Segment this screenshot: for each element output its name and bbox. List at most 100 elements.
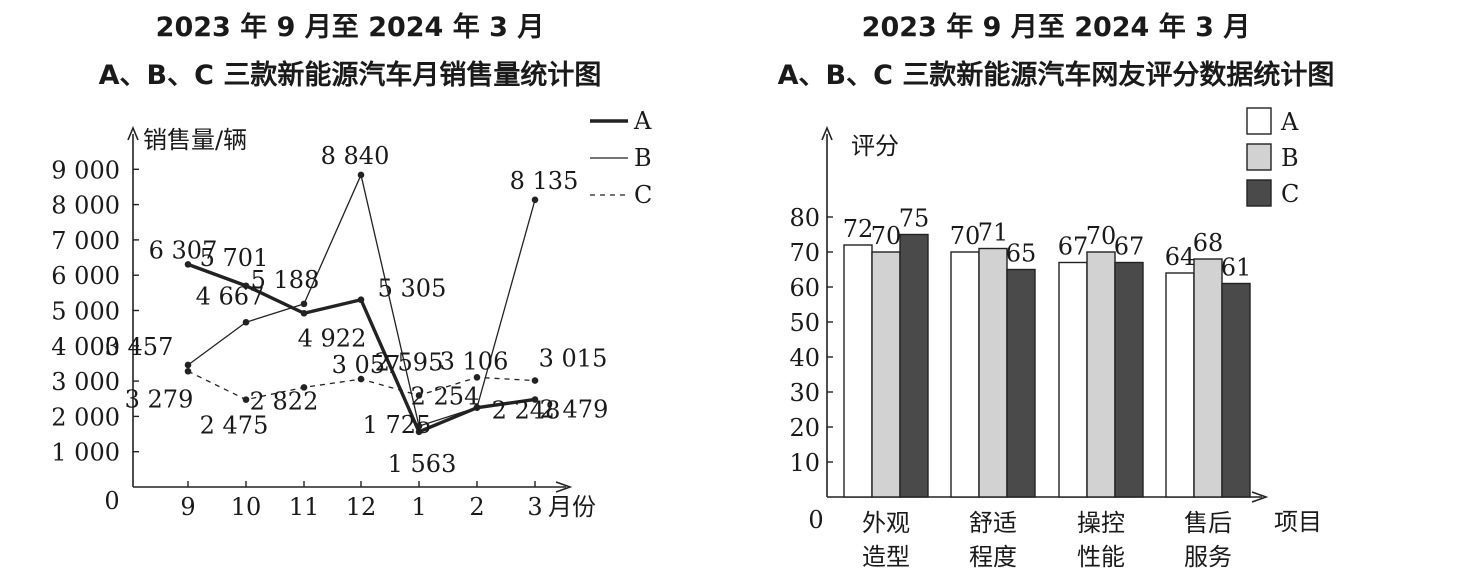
series-B-point <box>473 404 481 411</box>
x-tick-label: 2 <box>469 493 484 521</box>
y-axis-title: 销售量/辆 <box>143 126 247 154</box>
x-category-label-line2: 性能 <box>1077 543 1125 571</box>
y-tick-label: 60 <box>789 274 820 302</box>
x-category-label-line1: 售后 <box>1184 509 1232 537</box>
bar-A-value-label: 67 <box>1058 233 1089 261</box>
series-C-data-label: 2 822 <box>250 387 319 415</box>
y-tick-label: 4 000 <box>51 333 120 361</box>
x-tick-label: 11 <box>289 493 320 521</box>
series-C-point <box>184 367 192 375</box>
series-C-point <box>473 374 481 381</box>
bar-B-value-label: 70 <box>871 222 902 250</box>
y-tick-label: 40 <box>789 344 820 372</box>
bar-B-value-label: 68 <box>1193 229 1224 257</box>
x-tick-label: 1 <box>411 493 426 521</box>
series-A-data-label: 2 248 <box>492 397 561 425</box>
bar-C <box>1006 268 1036 498</box>
series-B-point <box>300 300 308 308</box>
bar-B <box>1193 258 1223 498</box>
bar-C-value-label: 75 <box>899 205 930 233</box>
x-tick-label: 10 <box>231 493 262 521</box>
bar-C <box>1221 282 1251 498</box>
bar-chart-title-line1: 2023 年 9 月至 2024 年 3 月 <box>861 12 1251 43</box>
bar-A <box>1165 272 1195 498</box>
bar-chart-title-line2: A、B、C 三款新能源汽车网友评分数据统计图 <box>777 60 1335 91</box>
line-chart-title-line2: A、B、C 三款新能源汽车月销售量统计图 <box>98 60 602 91</box>
y-tick-label: 6 000 <box>51 262 120 290</box>
series-A-data-label: 6 307 <box>149 236 218 264</box>
legend-swatch-A <box>1246 107 1272 135</box>
bar-B <box>1086 251 1116 498</box>
x-axis-arrow <box>1251 491 1269 503</box>
bar-B-value-label: 70 <box>1086 222 1117 250</box>
y-axis-arrow <box>127 125 139 141</box>
x-category-label-line1: 外观 <box>862 509 910 537</box>
legend-label-B: B <box>1281 144 1299 172</box>
bar-A-value-label: 64 <box>1165 243 1196 271</box>
bar-A <box>1058 261 1088 498</box>
bar-A <box>843 244 873 498</box>
bar-C-value-label: 67 <box>1114 233 1145 261</box>
series-C-point <box>415 392 423 399</box>
bar-A-value-label: 70 <box>950 222 981 250</box>
y-tick-label: 30 <box>789 379 820 407</box>
series-C-data-label: 2 595 <box>375 348 444 376</box>
x-axis-arrow <box>555 481 573 493</box>
series-B-point <box>415 422 423 430</box>
line-chart-title-line1: 2023 年 9 月至 2024 年 3 月 <box>155 12 545 43</box>
x-tick-label: 12 <box>346 493 377 521</box>
series-C-data-label: 2 475 <box>200 412 269 440</box>
y-tick-label: 70 <box>789 239 820 267</box>
x-tick-label: 3 <box>527 493 542 521</box>
origin-label: 0 <box>808 506 823 534</box>
x-axis-title: 月份 <box>548 493 596 521</box>
x-category-label-line2: 造型 <box>862 543 910 571</box>
y-axis-title: 评分 <box>851 132 899 160</box>
series-A-point <box>415 428 423 436</box>
x-category-label-line1: 舒适 <box>969 509 1017 537</box>
series-B-data-label: 3 457 <box>105 333 174 361</box>
bar-B <box>871 251 901 498</box>
series-C-data-label: 3 015 <box>539 345 608 373</box>
y-tick-label: 10 <box>789 449 820 477</box>
origin-label: 0 <box>104 487 119 515</box>
legend-swatch-C <box>1246 179 1272 207</box>
y-tick-label: 50 <box>789 309 820 337</box>
y-tick-label: 1 000 <box>51 439 120 467</box>
series-C-data-label: 3 106 <box>440 347 509 375</box>
series-A-point <box>184 261 192 268</box>
y-tick-label: 9 000 <box>51 156 120 184</box>
series-A-point <box>531 396 539 403</box>
legend-label-A: A <box>633 107 652 135</box>
series-C-point <box>357 375 365 383</box>
series-B-point <box>531 196 539 204</box>
series-B-data-label: 5 188 <box>251 266 320 294</box>
series-A-data-label: 4 922 <box>298 324 367 352</box>
series-B-point <box>242 318 250 326</box>
legend-label-C: C <box>634 181 652 209</box>
series-B-data-label: 8 840 <box>321 142 390 170</box>
bar-chart: 评分项目01020304050607080外观造型727075舒适程度70716… <box>789 107 1322 571</box>
series-A-data-label: 5 305 <box>378 275 447 303</box>
y-tick-label: 3 000 <box>51 368 120 396</box>
bar-B <box>978 247 1008 498</box>
series-B-point <box>184 361 192 369</box>
bar-A-value-label: 72 <box>843 215 874 243</box>
y-tick-label: 8 000 <box>51 192 120 220</box>
legend-label-A: A <box>1280 108 1299 136</box>
y-tick-label: 20 <box>789 414 820 442</box>
series-A-point <box>357 296 365 304</box>
series-C-point <box>242 396 250 403</box>
series-C-data-label: 3 279 <box>125 385 194 413</box>
bar-B-value-label: 71 <box>978 219 1009 247</box>
legend-swatch-B <box>1246 143 1272 171</box>
y-tick-label: 7 000 <box>51 227 120 255</box>
x-axis-title: 项目 <box>1274 508 1322 536</box>
series-A-data-label: 2 479 <box>540 395 609 423</box>
y-tick-label: 2 000 <box>51 403 120 431</box>
series-A-point <box>300 309 308 317</box>
series-B-data-label: 1 725 <box>363 411 432 439</box>
bar-C <box>899 233 929 498</box>
series-C-point <box>531 377 539 384</box>
legend-label-C: C <box>1281 180 1299 208</box>
